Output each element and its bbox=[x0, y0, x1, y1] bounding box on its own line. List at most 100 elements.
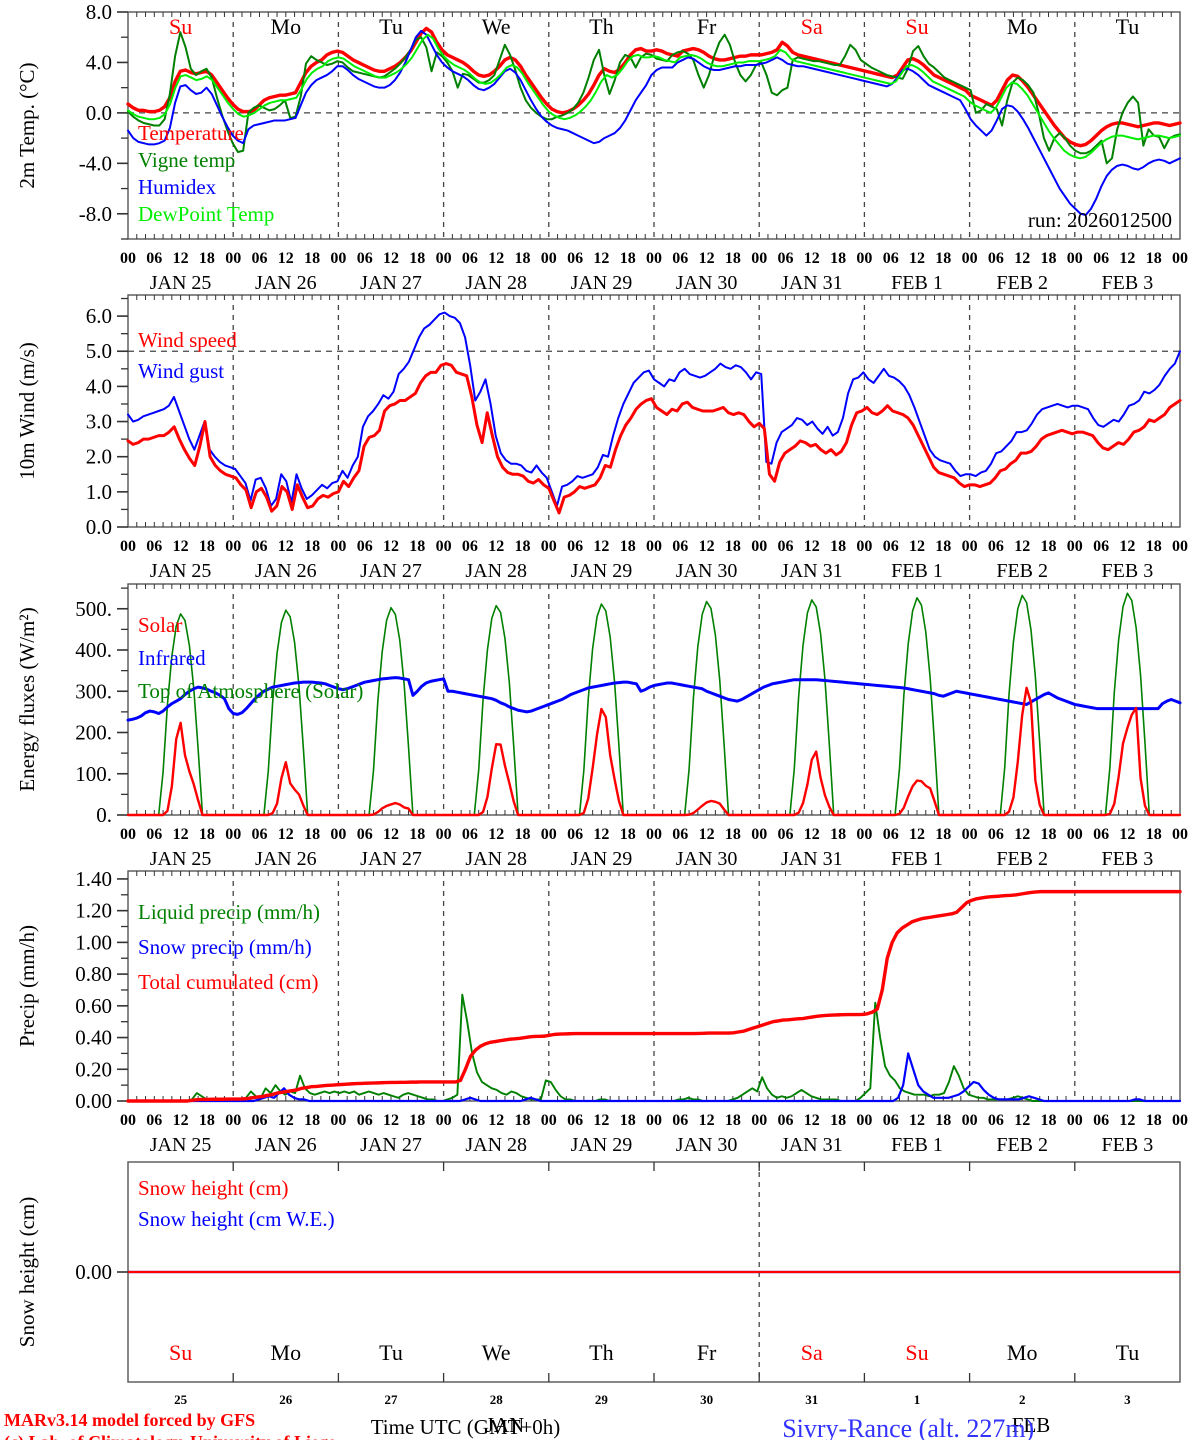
hour-label: 06 bbox=[567, 1112, 583, 1129]
hour-label: 00 bbox=[646, 1112, 662, 1129]
series-humidex bbox=[127, 29, 1181, 217]
y-axis-title: Snow height (cm) bbox=[15, 1197, 39, 1347]
dow-label: Su bbox=[169, 1340, 192, 1365]
day-label: JAN 25 bbox=[150, 272, 212, 294]
hour-label: 12 bbox=[278, 250, 294, 267]
hour-label: 06 bbox=[778, 250, 794, 267]
hour-label: 00 bbox=[436, 826, 452, 843]
hour-label: 18 bbox=[304, 1112, 320, 1129]
hour-label: 00 bbox=[225, 250, 241, 267]
run-label: run: 2026012500 bbox=[1028, 208, 1172, 232]
day-label: JAN 29 bbox=[571, 848, 633, 870]
hour-label: 06 bbox=[988, 826, 1004, 843]
hour-label: 06 bbox=[883, 1112, 899, 1129]
hour-label: 06 bbox=[146, 826, 162, 843]
panel-temperature: -8.0 -4.0 0.0 4.0 8.0 2m Temp. (°C) Temperatur… bbox=[15, 0, 1182, 240]
y-tick-label: 0.0 bbox=[86, 515, 112, 539]
y-tick-label: 3.0 bbox=[86, 410, 112, 434]
legend-label: Temperature bbox=[138, 121, 244, 145]
dow-label: Fr bbox=[697, 1340, 717, 1365]
hour-label: 06 bbox=[462, 826, 478, 843]
hour-label: 00 bbox=[751, 538, 767, 555]
day-number-label: 29 bbox=[595, 1392, 609, 1407]
y-tick-label: 1.20 bbox=[75, 899, 112, 923]
day-number-label: 2 bbox=[1019, 1392, 1026, 1407]
hour-label: 12 bbox=[173, 538, 189, 555]
hour-label: 00 bbox=[751, 250, 767, 267]
panel-wind: 0.0 1.0 2.0 3.0 4.0 5.0 6.0 10m Wind (m/s) Wind … bbox=[15, 294, 1182, 539]
day-label: JAN 28 bbox=[465, 560, 527, 582]
day-number-label: 31 bbox=[805, 1392, 818, 1407]
hour-label: 12 bbox=[804, 250, 820, 267]
hour-label: 12 bbox=[909, 826, 925, 843]
y-tick-label: 6.0 bbox=[86, 304, 112, 328]
day-label: JAN 26 bbox=[255, 560, 317, 582]
hour-label: 00 bbox=[120, 826, 136, 843]
y-tick-label: 0.40 bbox=[75, 1026, 112, 1050]
hour-label: 18 bbox=[1146, 826, 1162, 843]
panel-energy_fluxes: 0. 100. 200. 300. 400. 500. Energy fluxes (W/m… bbox=[15, 583, 1182, 827]
legend-label: Liquid precip (mm/h) bbox=[138, 900, 320, 924]
hour-label: 18 bbox=[304, 250, 320, 267]
site-label: Sivry-Rance (alt. 227m) bbox=[782, 1414, 1034, 1440]
hour-label: 12 bbox=[699, 826, 715, 843]
day-label: FEB 1 bbox=[891, 848, 943, 870]
day-label: FEB 1 bbox=[891, 272, 943, 294]
y-axis-title: 10m Wind (m/s) bbox=[15, 342, 39, 480]
hour-label: 18 bbox=[409, 250, 425, 267]
y-tick-label: 0.80 bbox=[75, 962, 112, 986]
day-label: JAN 30 bbox=[676, 272, 738, 294]
legend-label: Wind gust bbox=[138, 359, 224, 383]
y-tick-label: -8.0 bbox=[79, 202, 112, 226]
dow-label: Tu bbox=[379, 1340, 403, 1365]
day-label: FEB 1 bbox=[891, 560, 943, 582]
hour-label: 12 bbox=[488, 826, 504, 843]
hour-label: 00 bbox=[1172, 538, 1188, 555]
panel-precip: 0.00 0.20 0.40 0.60 0.80 1.00 1.20 1.40 Precip (… bbox=[15, 867, 1182, 1113]
time-axis: 00 06 12 18 00 06 12 18 00 06 12 18 00 06 12 18 00 06 12 18… bbox=[120, 538, 1188, 582]
hour-label: 12 bbox=[593, 250, 609, 267]
day-label: JAN 31 bbox=[781, 272, 843, 294]
hour-label: 12 bbox=[593, 1112, 609, 1129]
hour-label: 00 bbox=[646, 538, 662, 555]
hour-label: 12 bbox=[1119, 1112, 1135, 1129]
hour-label: 00 bbox=[436, 1112, 452, 1129]
dow-label: Sa bbox=[801, 14, 823, 39]
day-label: JAN 28 bbox=[465, 1134, 527, 1156]
footer-model: MARv3.14 model forced by GFS bbox=[4, 1410, 255, 1430]
hour-label: 00 bbox=[330, 250, 346, 267]
series-dewpoint-temp bbox=[127, 33, 1181, 160]
hour-label: 18 bbox=[409, 538, 425, 555]
hour-label: 18 bbox=[1041, 826, 1057, 843]
time-axis: 00 06 12 18 00 06 12 18 00 06 12 18 00 06 12 18 00 06 12 18… bbox=[120, 250, 1188, 294]
y-tick-label: 4.0 bbox=[86, 50, 112, 74]
legend-label: Vigne temp bbox=[138, 148, 235, 172]
hour-label: 12 bbox=[488, 1112, 504, 1129]
hour-label: 18 bbox=[409, 826, 425, 843]
hour-label: 18 bbox=[830, 538, 846, 555]
hour-label: 06 bbox=[567, 826, 583, 843]
hour-label: 18 bbox=[620, 538, 636, 555]
hour-label: 00 bbox=[856, 250, 872, 267]
hour-label: 00 bbox=[225, 1112, 241, 1129]
hour-label: 06 bbox=[672, 250, 688, 267]
hour-label: 00 bbox=[962, 250, 978, 267]
hour-label: 00 bbox=[120, 1112, 136, 1129]
hour-label: 18 bbox=[830, 250, 846, 267]
y-tick-label: 0. bbox=[96, 803, 112, 827]
dow-label: Mo bbox=[1007, 14, 1038, 39]
y-tick-label: 0.00 bbox=[75, 1089, 112, 1113]
hour-label: 00 bbox=[856, 1112, 872, 1129]
hour-label: 00 bbox=[1172, 826, 1188, 843]
hour-label: 00 bbox=[1067, 538, 1083, 555]
dow-label: Mo bbox=[271, 14, 302, 39]
hour-label: 12 bbox=[593, 538, 609, 555]
hour-label: 00 bbox=[1067, 1112, 1083, 1129]
hour-label: 18 bbox=[830, 826, 846, 843]
hour-label: 06 bbox=[672, 1112, 688, 1129]
hour-label: 00 bbox=[1067, 250, 1083, 267]
hour-label: 00 bbox=[225, 826, 241, 843]
hour-label: 18 bbox=[620, 250, 636, 267]
hour-label: 12 bbox=[909, 250, 925, 267]
